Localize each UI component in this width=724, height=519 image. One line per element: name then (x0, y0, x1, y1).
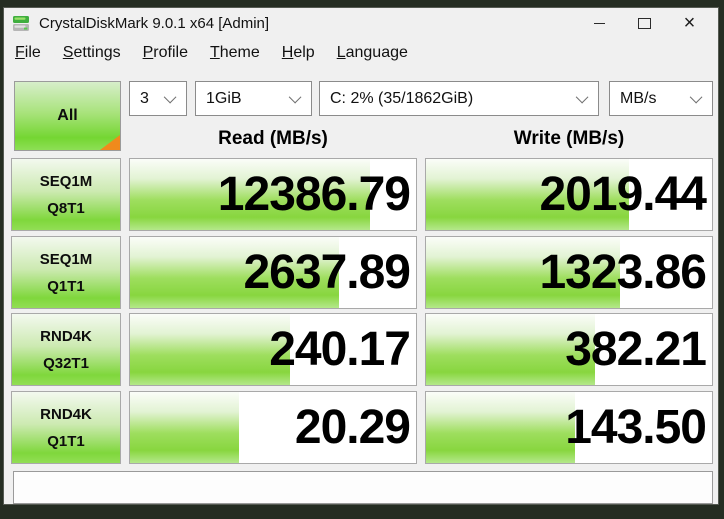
test-count-value: 3 (140, 89, 149, 107)
status-bar (13, 471, 713, 504)
test-button-rnd4k-q32t1[interactable]: RND4K Q32T1 (11, 313, 121, 386)
read-value-cell: 12386.79 (129, 158, 417, 231)
value-bar-fill (426, 392, 575, 463)
menu-item-help[interactable]: Help (281, 44, 315, 61)
window-title: CrystalDiskMark 9.0.1 x64 [Admin] (39, 14, 270, 32)
test-button-seq1m-q8t1[interactable]: SEQ1M Q8T1 (11, 158, 121, 231)
write-value: 143.50 (565, 401, 707, 454)
maximize-button[interactable] (622, 8, 667, 38)
test-size-dropdown[interactable]: 1GiB (195, 81, 312, 116)
app-window: CrystalDiskMark 9.0.1 x64 [Admin] × File… (3, 7, 719, 505)
queue-thread-label: Q1T1 (47, 432, 85, 450)
unit-dropdown[interactable]: MB/s (609, 81, 713, 116)
test-button-seq1m-q1t1[interactable]: SEQ1M Q1T1 (11, 236, 121, 309)
value-bar-fill (130, 159, 371, 230)
read-value: 20.29 (294, 401, 411, 454)
all-button-corner-triangle (100, 135, 120, 150)
write-value-cell: 2019.44 (425, 158, 713, 231)
close-button[interactable]: × (667, 8, 712, 38)
menu-item-file[interactable]: File (15, 44, 41, 61)
read-value: 12386.79 (217, 168, 411, 221)
app-icon[interactable] (13, 16, 31, 32)
write-value: 1323.86 (539, 246, 707, 299)
queue-thread-label: Q32T1 (43, 354, 89, 372)
minimize-icon (594, 22, 605, 24)
write-column-header: Write (MB/s) (513, 128, 625, 149)
write-value-cell: 382.21 (425, 313, 713, 386)
test-button-rnd4k-q1t1[interactable]: RND4K Q1T1 (11, 391, 121, 464)
menu-item-theme[interactable]: Theme (209, 44, 260, 61)
value-bar-fill (426, 237, 621, 308)
write-value: 382.21 (565, 323, 707, 376)
read-value-cell: 240.17 (129, 313, 417, 386)
read-value: 2637.89 (243, 246, 411, 299)
title-bar: CrystalDiskMark 9.0.1 x64 [Admin] × (4, 8, 718, 38)
value-bar-fill (426, 314, 595, 385)
menu-item-language[interactable]: Language (336, 44, 408, 61)
test-type-label: RND4K (40, 405, 92, 423)
minimize-button[interactable] (577, 8, 622, 38)
value-bar-fill (130, 392, 239, 463)
close-icon: × (683, 12, 696, 34)
unit-value: MB/s (620, 89, 657, 107)
maximize-icon (638, 17, 651, 29)
run-all-button[interactable]: All (14, 81, 121, 151)
test-type-label: RND4K (40, 327, 92, 345)
target-drive-value: C: 2% (35/1862GiB) (330, 89, 474, 107)
value-bar-fill (426, 159, 630, 230)
test-size-value: 1GiB (206, 89, 242, 107)
test-type-label: SEQ1M (39, 172, 93, 190)
menu-bar: File Settings Profile Theme Help Languag… (4, 38, 718, 68)
read-value-cell: 2637.89 (129, 236, 417, 309)
value-bar-fill (130, 237, 339, 308)
read-value: 240.17 (269, 323, 411, 376)
read-column-header: Read (MB/s) (218, 128, 328, 149)
value-bar-fill (130, 314, 291, 385)
target-drive-dropdown[interactable]: C: 2% (35/1862GiB) (319, 81, 599, 116)
window-controls: × (577, 8, 712, 38)
read-value-cell: 20.29 (129, 391, 417, 464)
test-type-label: SEQ1M (39, 250, 93, 268)
write-value-cell: 1323.86 (425, 236, 713, 309)
menu-item-settings[interactable]: Settings (62, 44, 121, 61)
queue-thread-label: Q1T1 (47, 277, 85, 295)
write-value-cell: 143.50 (425, 391, 713, 464)
menu-item-profile[interactable]: Profile (142, 44, 188, 61)
queue-thread-label: Q8T1 (47, 199, 85, 217)
test-count-dropdown[interactable]: 3 (129, 81, 187, 116)
write-value: 2019.44 (539, 168, 707, 221)
run-all-label: All (57, 107, 78, 124)
